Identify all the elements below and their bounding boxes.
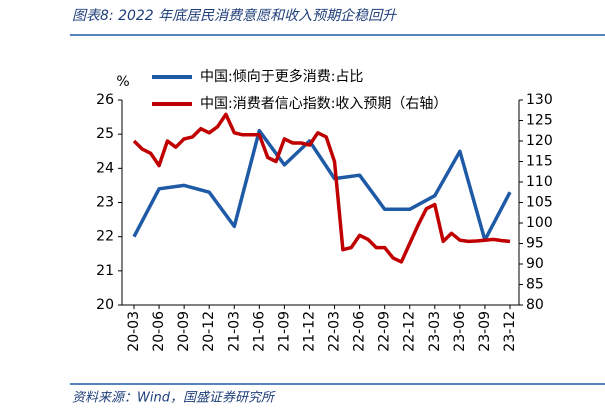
x-tick-label: 20-03 (126, 311, 142, 352)
x-tick-label: 22-03 (327, 311, 343, 352)
y2-tick-label: 80 (526, 297, 544, 313)
x-tick-label: 23-09 (477, 311, 493, 352)
y-axis-unit: % (116, 74, 129, 90)
y2-tick-label: 95 (526, 236, 544, 252)
x-tick-label: 20-06 (151, 311, 167, 352)
x-tick-label: 22-06 (352, 311, 368, 352)
series-line (132, 112, 511, 264)
x-tick-label: 20-12 (201, 311, 217, 352)
y-tick-label: 23 (96, 195, 114, 211)
y2-tick-label: 105 (526, 195, 553, 211)
x-tick-label: 21-06 (251, 311, 267, 352)
x-tick-label: 21-09 (276, 311, 292, 352)
x-tick-label: 20-09 (176, 311, 192, 352)
legend-label: 中国:消费者信心指数:收入预期（右轴） (200, 96, 447, 112)
y2-tick-label: 125 (526, 113, 553, 129)
y-tick-label: 20 (96, 297, 114, 313)
y2-tick-label: 90 (526, 256, 544, 272)
y-tick-label: 26 (96, 92, 114, 108)
x-tick-label: 22-12 (402, 311, 418, 352)
x-tick-label: 23-03 (427, 311, 443, 352)
y2-tick-label: 85 (526, 277, 544, 293)
y-tick-label: 22 (96, 229, 114, 245)
y-tick-label: 21 (96, 263, 114, 279)
y2-tick-label: 120 (526, 133, 553, 149)
x-tick-label: 21-12 (301, 311, 317, 352)
y-tick-label: 25 (96, 126, 114, 142)
y-tick-label: 24 (96, 160, 114, 176)
x-tick-label: 23-12 (502, 311, 518, 352)
y2-tick-label: 110 (526, 174, 553, 190)
legend-label: 中国:倾向于更多消费:占比 (200, 68, 363, 85)
chart-title: 图表8: 2022 年底居民消费意愿和收入预期企稳回升 (72, 8, 397, 24)
y2-tick-label: 100 (526, 215, 553, 231)
x-tick-label: 23-06 (452, 311, 468, 352)
series-line (132, 128, 512, 242)
x-tick-label: 22-09 (377, 311, 393, 352)
source: 资料来源：Wind，国盛证券研究所 (72, 390, 276, 406)
x-tick-label: 21-03 (226, 311, 242, 352)
y2-tick-label: 115 (526, 154, 553, 170)
y2-tick-label: 130 (526, 92, 553, 108)
